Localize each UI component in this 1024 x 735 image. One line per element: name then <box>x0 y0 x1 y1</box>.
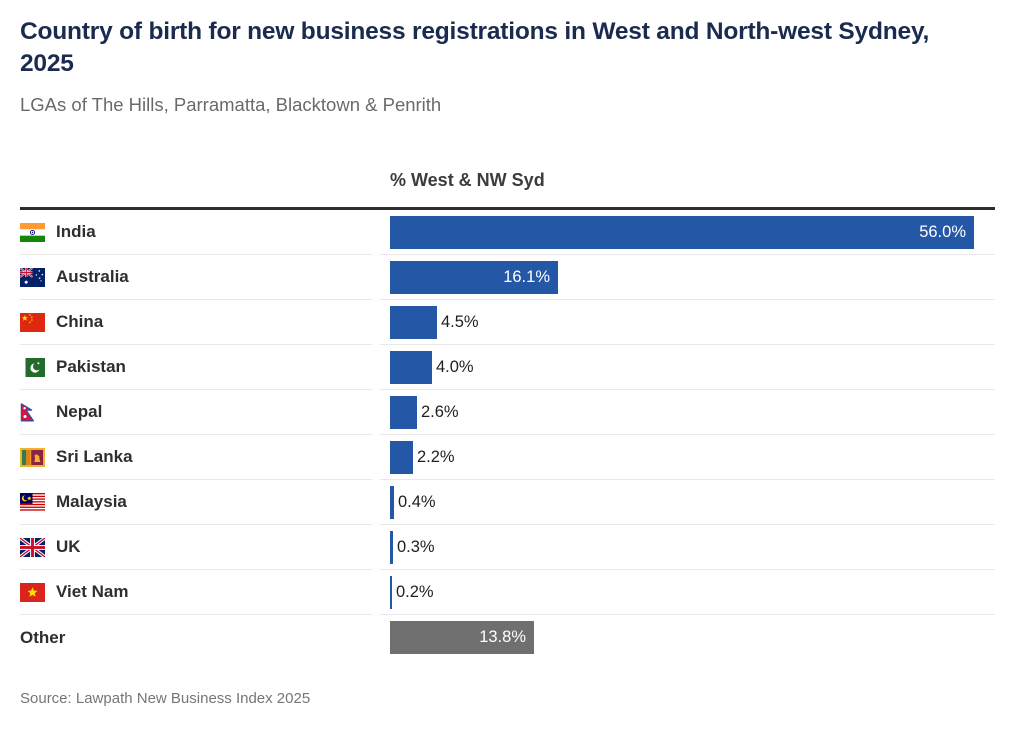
country-label: UK <box>56 537 81 556</box>
table-row: China 4.5% <box>20 300 995 345</box>
bar-cell: 0.4% <box>380 480 995 525</box>
value-bar <box>390 305 437 339</box>
country-cell: Pakistan <box>20 345 372 390</box>
value-label: 4.0% <box>436 357 474 376</box>
bar-table: India 56.0% Australia 16.1% China 4.5% P… <box>20 210 995 660</box>
value-label: 13.8% <box>479 628 526 646</box>
value-label: 4.5% <box>441 312 479 331</box>
country-label: India <box>56 222 96 241</box>
value-bar <box>390 530 393 564</box>
country-cell: Nepal <box>20 390 372 435</box>
country-cell: Other <box>20 615 372 660</box>
table-row: Other 13.8% <box>20 615 995 660</box>
pakistan-flag-icon <box>20 357 45 377</box>
value-label: 0.3% <box>397 537 435 556</box>
table-row: UK 0.3% <box>20 525 995 570</box>
header-divider <box>20 207 995 210</box>
country-cell: India <box>20 210 372 255</box>
value-label: 16.1% <box>503 267 550 286</box>
table-row: Australia 16.1% <box>20 255 995 300</box>
india-flag-icon <box>20 222 45 242</box>
bar-cell: 2.2% <box>380 435 995 480</box>
value-bar <box>390 485 394 519</box>
uk-flag-icon <box>20 537 45 557</box>
country-label: China <box>56 312 104 331</box>
value-label: 2.2% <box>417 447 455 466</box>
value-column-header: % West & NW Syd <box>390 170 545 190</box>
bar-cell: 16.1% <box>380 255 995 300</box>
country-label: Other <box>20 627 66 647</box>
table-row: India 56.0% <box>20 210 995 255</box>
value-bar <box>390 350 432 384</box>
country-label: Nepal <box>56 402 103 421</box>
malaysia-flag-icon <box>20 492 45 512</box>
value-label: 56.0% <box>919 222 966 241</box>
table-row: Sri Lanka 2.2% <box>20 435 995 480</box>
australia-flag-icon <box>20 267 45 287</box>
nepal-flag-icon <box>20 402 45 422</box>
country-label: Australia <box>56 267 129 286</box>
country-label: Malaysia <box>56 492 127 511</box>
country-label: Pakistan <box>56 357 126 376</box>
value-label: 0.2% <box>396 582 434 601</box>
chart-subtitle: LGAs of The Hills, Parramatta, Blacktown… <box>20 94 442 115</box>
country-cell: UK <box>20 525 372 570</box>
table-row: Pakistan 4.0% <box>20 345 995 390</box>
value-bar: 56.0% <box>390 215 974 249</box>
chart-title: Country of birth for new business regist… <box>20 18 930 77</box>
source-note: Source: Lawpath New Business Index 2025 <box>20 690 311 707</box>
value-label: 0.4% <box>398 492 436 511</box>
country-cell: Australia <box>20 255 372 300</box>
bar-cell: 0.3% <box>380 525 995 570</box>
sri-lanka-flag-icon <box>20 447 45 467</box>
country-cell: China <box>20 300 372 345</box>
viet-nam-flag-icon <box>20 582 45 602</box>
value-label: 2.6% <box>421 402 459 421</box>
bar-cell: 0.2% <box>380 570 995 615</box>
country-cell: Malaysia <box>20 480 372 525</box>
country-cell: Sri Lanka <box>20 435 372 480</box>
table-row: Viet Nam 0.2% <box>20 570 995 615</box>
value-bar <box>390 575 392 609</box>
country-cell: Viet Nam <box>20 570 372 615</box>
country-label: Viet Nam <box>56 582 129 601</box>
value-bar <box>390 440 413 474</box>
country-label: Sri Lanka <box>56 447 133 466</box>
china-flag-icon <box>20 312 45 332</box>
bar-cell: 2.6% <box>380 390 995 435</box>
bar-cell: 13.8% <box>380 615 995 660</box>
bar-cell: 4.5% <box>380 300 995 345</box>
value-bar <box>390 395 417 429</box>
value-bar: 13.8% <box>390 621 534 654</box>
table-row: Malaysia 0.4% <box>20 480 995 525</box>
column-header-row: % West & NW Syd <box>20 170 995 192</box>
bar-cell: 56.0% <box>380 210 995 255</box>
value-bar: 16.1% <box>390 260 558 294</box>
table-row: Nepal 2.6% <box>20 390 995 435</box>
bar-cell: 4.0% <box>380 345 995 390</box>
